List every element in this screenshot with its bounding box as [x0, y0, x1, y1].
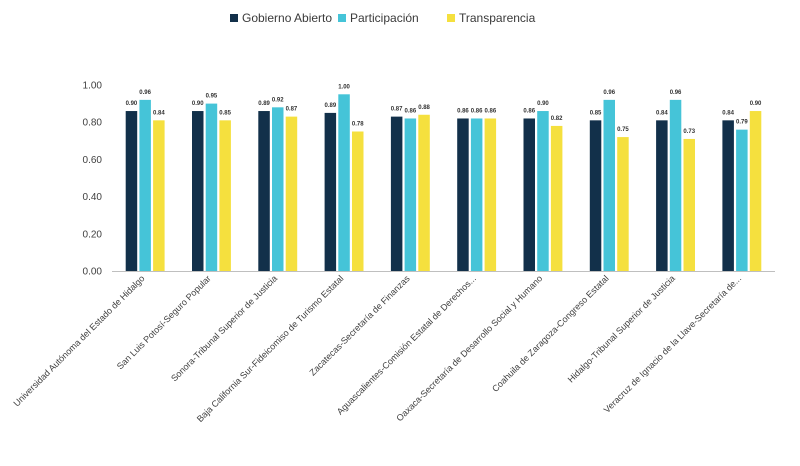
data-label-gobierno-abierto: 0.90	[126, 101, 138, 107]
bar-gobierno-abierto	[589, 120, 602, 271]
legend-label-2: Participación	[350, 11, 419, 25]
legend-swatch-2	[338, 14, 346, 22]
data-label-participacion: 0.96	[603, 90, 615, 96]
bar-participacion	[736, 129, 748, 271]
category-label: Coahuila de Zaragoza-Congreso Estatal	[490, 273, 611, 394]
bar-participacion	[537, 111, 549, 271]
bar-gobierno-abierto	[192, 111, 204, 271]
data-label-gobierno-abierto: 0.87	[391, 107, 403, 113]
bar-participacion	[404, 118, 417, 271]
y-axis: 0.00 0.20 0.40 0.60 0.80 1.00	[83, 81, 103, 278]
data-label-transparencia: 0.75	[617, 127, 629, 133]
category-labels: Universidad Autónoma del Estado de Hidal…	[11, 273, 743, 424]
legend-swatch-3	[447, 14, 455, 22]
bar-participacion	[470, 118, 483, 271]
data-label-transparencia: 0.78	[352, 122, 364, 128]
data-label-transparencia: 0.87	[286, 107, 298, 113]
category-label: Baja California Sur-Fideicomiso de Turis…	[195, 273, 346, 424]
bar-gobierno-abierto	[523, 118, 535, 271]
bar-transparencia	[683, 138, 695, 271]
bar-gobierno-abierto	[125, 111, 138, 271]
data-label-gobierno-abierto: 0.86	[457, 108, 469, 114]
data-label-gobierno-abierto: 0.89	[325, 103, 337, 109]
bar-transparencia	[550, 125, 563, 271]
data-label-participacion: 0.96	[670, 90, 682, 96]
bar-participacion	[205, 103, 218, 271]
bar-transparencia	[153, 120, 165, 271]
category-label: Aguascalientes-Comisión Estatal de Derec…	[335, 273, 478, 416]
bar-transparencia	[285, 116, 298, 272]
data-label-gobierno-abierto: 0.89	[258, 101, 270, 107]
data-label-transparencia: 0.84	[153, 110, 165, 116]
data-label-participacion: 0.96	[139, 90, 151, 96]
data-label-participacion: 0.92	[272, 97, 284, 103]
bar-participacion	[139, 99, 151, 271]
y-tick-label: 0.00	[83, 267, 103, 278]
data-label-participacion: 1.00	[338, 84, 350, 90]
bar-gobierno-abierto	[656, 120, 668, 271]
legend-swatch-1	[230, 14, 238, 22]
data-label-gobierno-abierto: 0.90	[192, 101, 204, 107]
data-label-transparencia: 0.73	[683, 129, 695, 135]
bar-gobierno-abierto	[390, 116, 403, 272]
y-tick-label: 0.80	[83, 118, 103, 129]
bar-gobierno-abierto	[258, 111, 270, 271]
data-label-transparencia: 0.82	[551, 116, 563, 122]
data-label-transparencia: 0.88	[418, 105, 430, 111]
bar-transparencia	[484, 118, 497, 271]
bar-gobierno-abierto	[457, 118, 469, 271]
bar-transparencia	[219, 120, 231, 271]
data-label-participacion: 0.79	[736, 120, 748, 126]
bar-series-group	[125, 94, 762, 272]
data-labels: 0.900.960.840.900.950.850.890.920.870.89…	[126, 84, 762, 135]
category-label: Oaxaca-Secretaría de Desarrollo Social y…	[394, 273, 544, 423]
category-label: Veracruz de Ignacio de la Llave-Secretar…	[602, 273, 744, 415]
bar-participacion	[669, 99, 682, 271]
bar-gobierno-abierto	[324, 112, 337, 272]
data-label-participacion: 0.86	[405, 108, 417, 114]
data-label-gobierno-abierto: 0.85	[590, 110, 602, 116]
category-label: Hidalgo-Tribunal Superior de Justicia	[566, 273, 677, 384]
data-label-gobierno-abierto: 0.84	[722, 110, 734, 116]
bar-participacion	[603, 99, 615, 271]
bar-transparencia	[749, 111, 762, 271]
data-label-participacion: 0.90	[537, 101, 549, 107]
legend-label-3: Transparencia	[459, 11, 536, 25]
data-label-participacion: 0.86	[471, 108, 483, 114]
bar-participacion	[338, 94, 350, 271]
bar-transparencia	[617, 137, 629, 271]
y-tick-label: 0.20	[83, 229, 103, 240]
bar-participacion	[272, 107, 284, 271]
data-label-participacion: 0.95	[206, 94, 218, 100]
legend-label-1: Gobierno Abierto	[242, 11, 332, 25]
y-tick-label: 0.40	[83, 192, 103, 203]
bar-transparencia	[352, 131, 364, 271]
legend: Gobierno Abierto Participación Transparenc…	[230, 11, 536, 25]
y-tick-label: 0.60	[83, 155, 103, 166]
y-tick-label: 1.00	[83, 81, 103, 92]
bar-transparencia	[418, 114, 430, 271]
category-label: Sonora-Tribunal Superior de Justicia	[169, 273, 279, 383]
data-label-gobierno-abierto: 0.86	[523, 108, 535, 114]
data-label-gobierno-abierto: 0.84	[656, 110, 668, 116]
bar-gobierno-abierto	[722, 120, 734, 271]
data-label-transparencia: 0.86	[485, 108, 497, 114]
category-label: Universidad Autónoma del Estado de Hidal…	[11, 273, 146, 408]
data-label-transparencia: 0.85	[219, 110, 231, 116]
data-label-transparencia: 0.90	[750, 101, 762, 107]
